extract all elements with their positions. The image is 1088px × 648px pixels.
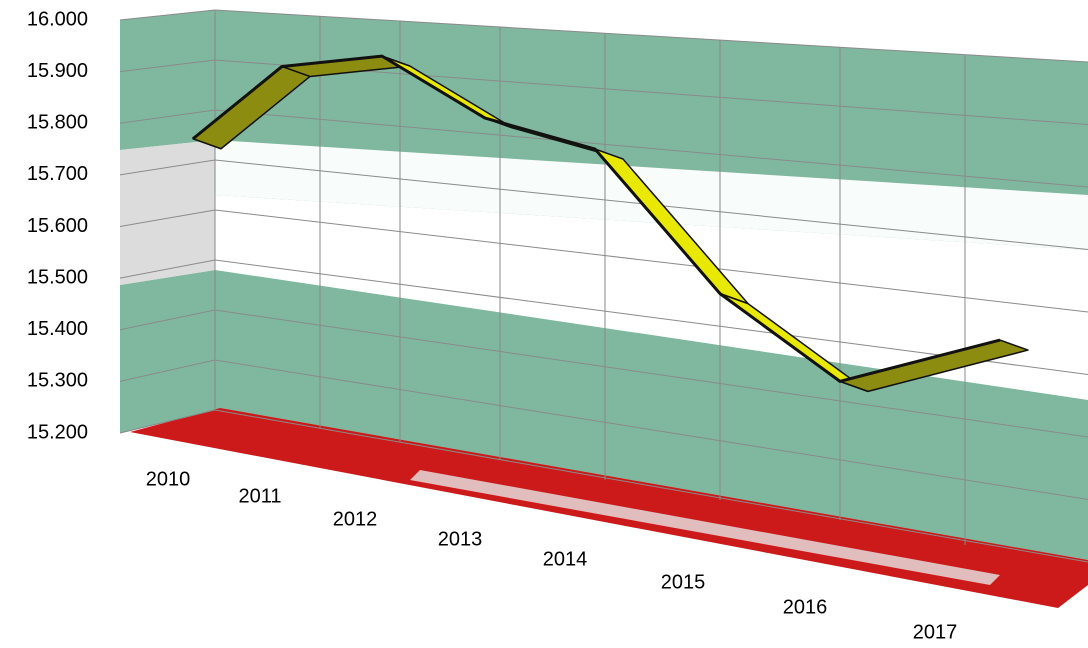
y-tick-label: 15.700 <box>27 163 88 185</box>
y-tick-label: 15.300 <box>27 370 88 392</box>
grid-line <box>119 359 1088 500</box>
x-tick-label: 2014 <box>543 548 588 570</box>
y-tick-label: 15.400 <box>27 318 88 340</box>
grid-line <box>119 209 1088 313</box>
line <box>192 54 1001 383</box>
y-tick-label: 15.600 <box>27 215 88 237</box>
x-tick-label: 2016 <box>783 596 828 618</box>
y-tick-label: 15.200 <box>27 421 88 443</box>
side-wall <box>120 140 215 285</box>
grid-line <box>119 409 1088 563</box>
x-tick-label: 2017 <box>913 621 958 643</box>
wall-band <box>120 195 1088 400</box>
grid-line <box>119 159 1088 250</box>
grid-line <box>119 9 1088 63</box>
y-tick-label: 15.900 <box>27 60 88 82</box>
x-tick-label: 2013 <box>438 528 483 550</box>
grid-line <box>119 109 1088 188</box>
x-tick-label: 2015 <box>661 571 706 593</box>
chart-background <box>120 10 1088 608</box>
y-tick-label: 16.000 <box>27 8 88 30</box>
x-tick-label: 2011 <box>238 485 281 507</box>
wall-band <box>120 140 1088 250</box>
x-tick-label: 2010 <box>146 468 191 490</box>
grid-line <box>119 59 1088 125</box>
grid-line <box>119 259 1088 375</box>
floor-pattern <box>410 470 1000 585</box>
y-tick-label: 15.800 <box>27 112 88 134</box>
x-tick-label: 2012 <box>333 508 378 530</box>
grid-line <box>119 309 1088 438</box>
y-tick-label: 15.500 <box>27 266 88 288</box>
